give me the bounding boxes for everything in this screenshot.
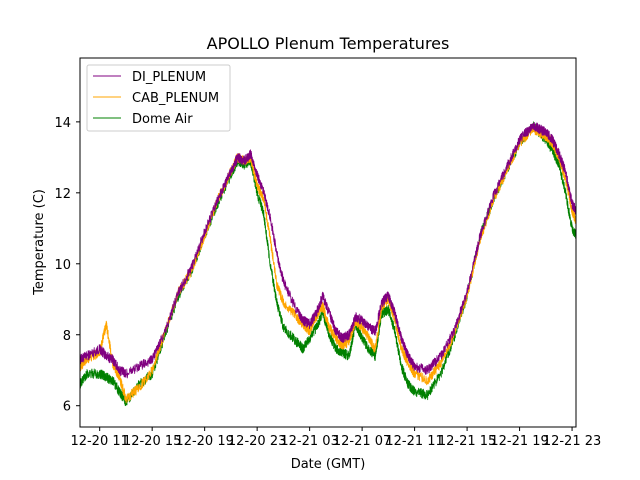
x-tick-label: 12-20 23 bbox=[228, 434, 286, 449]
series-line-di-plenum bbox=[79, 122, 577, 379]
y-axis: 6 8 10 12 14 bbox=[54, 116, 80, 415]
y-tick-label: 14 bbox=[54, 116, 71, 131]
x-tick-label: 12-20 15 bbox=[123, 434, 181, 449]
legend: DI_PLENUM CAB_PLENUM Dome Air bbox=[86, 64, 231, 132]
x-tick-label: 12-21 03 bbox=[280, 434, 338, 449]
x-tick-label: 12-20 11 bbox=[70, 434, 128, 449]
plot-frame bbox=[79, 57, 577, 428]
legend-label-cab-plenum: CAB_PLENUM bbox=[132, 91, 219, 106]
y-axis-label: Temperature (C) bbox=[32, 189, 47, 296]
y-tick-label: 12 bbox=[54, 187, 71, 202]
legend-label-di-plenum: DI_PLENUM bbox=[132, 70, 206, 85]
x-tick-label: 12-21 23 bbox=[543, 434, 601, 449]
x-tick-label: 12-21 07 bbox=[333, 434, 391, 449]
x-tick-label: 12-21 15 bbox=[438, 434, 496, 449]
x-tick-label: 12-20 19 bbox=[175, 434, 233, 449]
chart-title: APOLLO Plenum Temperatures bbox=[207, 34, 450, 53]
x-tick-label: 12-21 19 bbox=[490, 434, 548, 449]
legend-box bbox=[86, 64, 231, 132]
y-tick-label: 6 bbox=[63, 400, 71, 415]
x-axis-label: Date (GMT) bbox=[291, 457, 366, 472]
series-layer bbox=[79, 121, 577, 407]
y-tick-label: 8 bbox=[63, 329, 71, 344]
x-tick-label: 12-21 11 bbox=[385, 434, 443, 449]
legend-label-dome-air: Dome Air bbox=[132, 112, 193, 127]
y-tick-label: 10 bbox=[54, 258, 71, 273]
